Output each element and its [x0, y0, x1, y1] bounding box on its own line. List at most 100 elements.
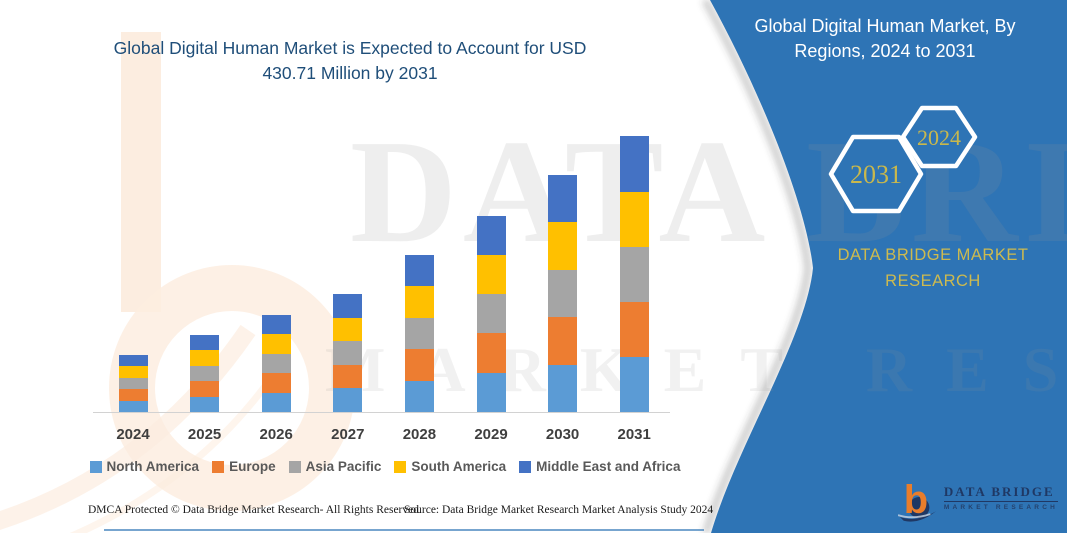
x-axis-label-2028: 2028	[402, 426, 437, 443]
chart-title: Global Digital Human Market is Expected …	[75, 36, 625, 87]
bar-segment-2029-europe	[476, 333, 506, 373]
bar-segment-2027-asia-pacific	[333, 341, 363, 365]
bar-segment-2030-south-america	[548, 222, 578, 270]
legend-swatch-europe	[212, 460, 225, 473]
chart-title-line2: 430.71 Million by 2031	[262, 63, 438, 84]
bar-segment-2025-south-america	[190, 350, 220, 366]
x-axis-label-2030: 2030	[545, 426, 580, 443]
legend-label-north-america: North America	[106, 459, 200, 474]
legend-item-south-america: South America	[394, 459, 506, 474]
brand-name: DATA BRIDGE MARKET RESEARCH	[808, 243, 1058, 294]
year-hexagons: 2031 2024	[828, 105, 978, 214]
legend-item-middle-east-and-africa: Middle East and Africa	[519, 459, 680, 474]
panel-heading: Global Digital Human Market, By Regions,…	[720, 14, 1050, 64]
hexagon-2031-label: 2031	[850, 160, 902, 189]
bar-2030	[548, 174, 578, 412]
panel-heading-line2: Regions, 2024 to 2031	[794, 41, 976, 62]
bar-segment-2031-asia-pacific	[619, 246, 649, 302]
svg-text:b: b	[904, 478, 928, 522]
bar-2029	[476, 215, 506, 412]
databridge-logo-mark: b	[898, 478, 937, 522]
panel-heading-line1: Global Digital Human Market, By	[754, 16, 1016, 36]
footer-copyright: DMCA Protected © Data Bridge Market Rese…	[88, 504, 422, 516]
bar-segment-2028-europe	[404, 349, 434, 381]
bar-segment-2028-middle-east-and-africa	[404, 254, 434, 287]
bar-segment-2024-europe	[118, 389, 148, 401]
bar-segment-2024-asia-pacific	[118, 377, 148, 390]
bar-segment-2024-north-america	[118, 400, 148, 412]
hexagon-2024	[900, 105, 978, 169]
bar-segment-2026-europe	[261, 373, 291, 393]
bar-segment-2025-middle-east-and-africa	[190, 334, 220, 351]
bar-segment-2028-north-america	[404, 380, 434, 412]
panel-edge-shadow	[701, 0, 812, 533]
x-axis-label-2029: 2029	[474, 426, 508, 443]
footer-source: Source: Data Bridge Market Research Mark…	[404, 504, 714, 516]
bar-segment-2031-middle-east-and-africa	[619, 136, 649, 192]
bar-segment-2029-north-america	[476, 372, 506, 412]
x-axis-label-2027: 2027	[331, 426, 365, 443]
x-axis-label-2024: 2024	[116, 426, 150, 443]
bar-2028	[404, 254, 434, 412]
bar-segment-2025-north-america	[190, 396, 220, 412]
logo-subtitle: MARKET RESEARCH	[943, 504, 1058, 511]
bar-chart: 2024 2025 2026 2027 2028 2029 2030 2031	[116, 136, 651, 443]
x-axis-label-2025: 2025	[187, 426, 222, 443]
bar-segment-2027-middle-east-and-africa	[333, 293, 363, 318]
bar-segment-2031-south-america	[619, 191, 649, 247]
legend-label-europe: Europe	[229, 459, 276, 474]
bar-2024	[118, 354, 148, 412]
legend-item-north-america: North America	[89, 459, 200, 474]
bar-2031	[619, 136, 649, 412]
bar-segment-2027-south-america	[333, 317, 363, 342]
brand-name-line2: RESEARCH	[885, 271, 981, 290]
bar-segment-2025-europe	[190, 381, 220, 397]
bar-segment-2026-south-america	[261, 334, 291, 354]
chart-legend: North America Europe Asia Pacific South Ame…	[85, 459, 685, 474]
bar-2026	[261, 314, 291, 412]
bar-2027	[333, 293, 363, 412]
legend-item-asia-pacific: Asia Pacific	[288, 459, 382, 474]
bar-segment-2029-south-america	[476, 254, 506, 295]
legend-swatch-middle-east-and-africa	[519, 460, 532, 473]
hexagon-2024-label: 2024	[917, 125, 961, 150]
bar-segment-2030-asia-pacific	[548, 269, 578, 317]
bar-segment-2026-north-america	[261, 392, 291, 412]
legend-label-asia-pacific: Asia Pacific	[305, 459, 382, 474]
bar-segment-2031-europe	[619, 301, 649, 357]
hexagon-2031	[828, 134, 924, 214]
bar-segment-2024-middle-east-and-africa	[118, 354, 148, 367]
bar-2025	[190, 334, 220, 412]
bar-segment-2027-europe	[333, 364, 363, 389]
legend-swatch-north-america	[89, 460, 102, 473]
x-axis-label-2026: 2026	[259, 426, 293, 443]
bar-segment-2029-asia-pacific	[476, 294, 506, 334]
chart-title-line1: Global Digital Human Market is Expected …	[113, 38, 587, 58]
legend-swatch-south-america	[394, 460, 407, 473]
legend-label-middle-east-and-africa: Middle East and Africa	[536, 459, 681, 474]
brand-name-line1: DATA BRIDGE MARKET	[837, 246, 1029, 264]
x-axis-line	[93, 412, 670, 413]
bar-segment-2028-south-america	[404, 286, 434, 318]
bar-segment-2026-middle-east-and-africa	[261, 314, 291, 335]
legend-item-europe: Europe	[212, 459, 276, 474]
panel-shape	[710, 0, 1067, 533]
bar-segment-2025-asia-pacific	[190, 365, 220, 382]
footer-divider-line	[104, 529, 704, 531]
bar-segment-2026-asia-pacific	[261, 353, 291, 374]
bar-segment-2028-asia-pacific	[404, 317, 434, 350]
bar-segment-2027-north-america	[333, 388, 363, 412]
bar-segment-2030-middle-east-and-africa	[548, 174, 578, 222]
legend-swatch-asia-pacific	[288, 460, 301, 473]
x-axis-label-2031: 2031	[617, 426, 651, 443]
bar-segment-2029-middle-east-and-africa	[476, 215, 506, 255]
bar-segment-2024-south-america	[118, 366, 148, 378]
logo-name: DATA BRIDGE	[943, 484, 1058, 502]
legend-label-south-america: South America	[411, 459, 507, 474]
bar-segment-2030-north-america	[548, 364, 578, 412]
databridge-logo: b DATA BRIDGE MARKET RESEARCH	[898, 470, 1058, 525]
bar-segment-2030-europe	[548, 317, 578, 365]
bar-segment-2031-north-america	[619, 356, 649, 412]
